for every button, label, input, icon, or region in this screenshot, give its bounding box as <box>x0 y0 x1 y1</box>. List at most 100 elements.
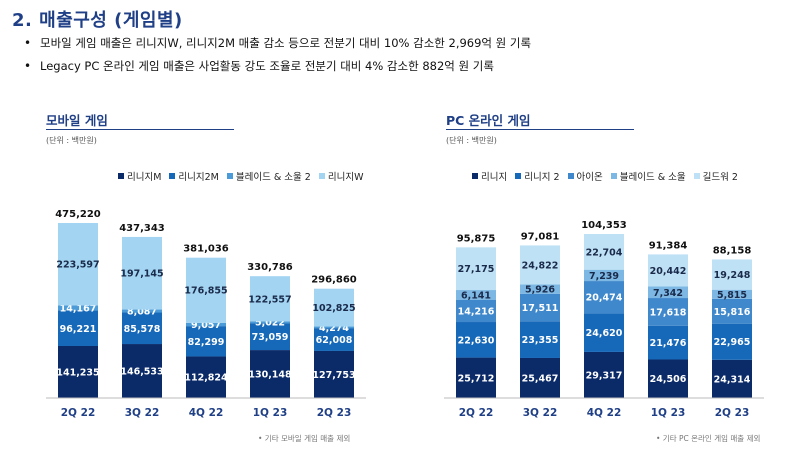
legend-item: 길드워 2 <box>693 169 738 183</box>
data-label: 9,057 <box>191 320 221 331</box>
data-label: 176,855 <box>184 286 227 297</box>
legend-swatch <box>226 173 233 179</box>
data-label: 24,620 <box>586 328 623 339</box>
data-label: 25,467 <box>522 373 559 384</box>
bar-segment <box>456 290 496 300</box>
bar-segment <box>58 345 98 398</box>
x-tick-label: 1Q 23 <box>253 407 288 419</box>
summary-bullets: • 모바일 게임 매출은 리니지W, 리니지2M 매출 감소 등으로 전분기 대… <box>24 36 531 82</box>
legend-swatch <box>118 173 124 179</box>
data-label: 29,317 <box>586 370 623 381</box>
data-label: 122,557 <box>248 294 291 305</box>
bar-segment <box>122 236 162 310</box>
bar-segment <box>122 312 162 345</box>
legend-swatch <box>567 173 574 179</box>
bar-segment <box>648 325 688 360</box>
bar-segment <box>712 298 752 324</box>
bar-segment <box>584 351 624 398</box>
bullet-dot: • <box>24 36 32 50</box>
legend-item: 아이온 <box>567 169 603 183</box>
data-label: 22,965 <box>714 337 751 348</box>
bar-segment <box>250 350 290 398</box>
bar-segment <box>520 293 560 322</box>
data-label: 223,597 <box>56 260 99 271</box>
data-label: 14,216 <box>458 306 495 317</box>
legend-swatch <box>515 173 522 179</box>
legend-label: 블레이드 & 소울 <box>619 172 686 183</box>
data-label: 7,239 <box>589 271 619 282</box>
data-label: 20,442 <box>650 266 687 277</box>
data-label: 102,825 <box>312 303 355 314</box>
bar-segment <box>520 321 560 358</box>
legend-label: 리니지M <box>127 172 162 183</box>
data-label: 85,578 <box>124 324 161 335</box>
mobile-chart-title: 모바일 게임 <box>46 113 108 128</box>
bar-segment <box>648 254 688 287</box>
bar-segment <box>584 233 624 270</box>
data-label: 17,618 <box>650 307 687 318</box>
total-label: 381,036 <box>183 244 229 255</box>
bullet-text: Legacy PC 온라인 게임 매출은 사업활동 강도 조율로 전분기 대비 … <box>40 59 494 73</box>
data-label: 14,167 <box>60 303 97 314</box>
legend-swatch <box>610 173 617 179</box>
bar-segment <box>186 257 226 323</box>
x-tick-label: 4Q 22 <box>587 407 622 419</box>
bullet-pc: • Legacy PC 온라인 게임 매출은 사업활동 강도 조율로 전분기 대… <box>24 59 531 82</box>
legend-item: 블레이드 & 소울 2 <box>226 169 311 183</box>
bar-segment <box>584 281 624 314</box>
data-label: 6,141 <box>461 290 491 301</box>
bar-segment <box>456 247 496 291</box>
pc-title-underline <box>446 129 634 130</box>
bar-segment <box>250 323 290 351</box>
total-label: 97,081 <box>521 231 560 242</box>
bullet-mobile: • 모바일 게임 매출은 리니지W, 리니지2M 매출 감소 등으로 전분기 대… <box>24 36 531 59</box>
data-label: 96,221 <box>60 324 97 335</box>
data-label: 27,175 <box>458 264 495 275</box>
data-label: 17,511 <box>522 303 559 314</box>
bar-segment <box>520 357 560 398</box>
total-label: 104,353 <box>581 220 627 231</box>
total-label: 330,786 <box>247 262 293 273</box>
data-label: 20,474 <box>586 293 623 304</box>
bar-segment <box>584 313 624 352</box>
data-label: 25,712 <box>458 373 495 384</box>
data-label: 23,355 <box>522 335 559 346</box>
data-label: 146,533 <box>120 367 163 378</box>
data-label: 5,926 <box>525 285 555 296</box>
legend-label: 리니지2M <box>178 172 219 183</box>
bar-segment <box>314 350 354 398</box>
pc-unit-label: (단위 : 백만원) <box>446 136 497 145</box>
pc-footnote: • 기타 PC 온라인 게임 매출 제외 <box>656 434 761 443</box>
total-label: 437,343 <box>119 223 165 234</box>
mobile-title-underline <box>46 129 234 130</box>
data-label: 5,815 <box>717 290 747 301</box>
bar-segment <box>122 344 162 398</box>
data-label: 5,022 <box>255 318 285 329</box>
data-label: 197,145 <box>120 269 163 280</box>
page-title: 2. 매출구성 (게임별) <box>12 10 183 31</box>
bar-segment <box>314 328 354 351</box>
legend-label: 리니지 <box>481 172 508 183</box>
legend-item: 리니지 <box>472 169 507 183</box>
legend-label: 리니지 2 <box>524 172 560 183</box>
legend-item: 리니지W <box>318 169 363 183</box>
bar-segment <box>250 321 290 324</box>
data-label: 19,248 <box>714 270 751 281</box>
legend-item: 리니지M <box>118 169 161 183</box>
bar-segment <box>648 286 688 299</box>
bar-segment <box>648 359 688 398</box>
legend-item: 블레이드 & 소울 <box>610 169 686 183</box>
data-label: 22,630 <box>458 335 495 346</box>
bar-segment <box>456 357 496 398</box>
data-label: 4,274 <box>319 323 349 334</box>
legend-swatch <box>472 173 478 179</box>
data-label: 15,816 <box>714 307 751 318</box>
mobile-legend: 리니지M 리니지2M 블레이드 & 소울 2 리니지W <box>118 169 371 183</box>
mobile-unit-label: (단위 : 백만원) <box>46 136 97 145</box>
data-label: 82,299 <box>188 337 225 348</box>
total-label: 88,158 <box>713 245 752 256</box>
data-label: 127,753 <box>312 370 355 381</box>
data-label: 7,342 <box>653 288 683 299</box>
legend-item: 리니지 2 <box>515 169 560 183</box>
